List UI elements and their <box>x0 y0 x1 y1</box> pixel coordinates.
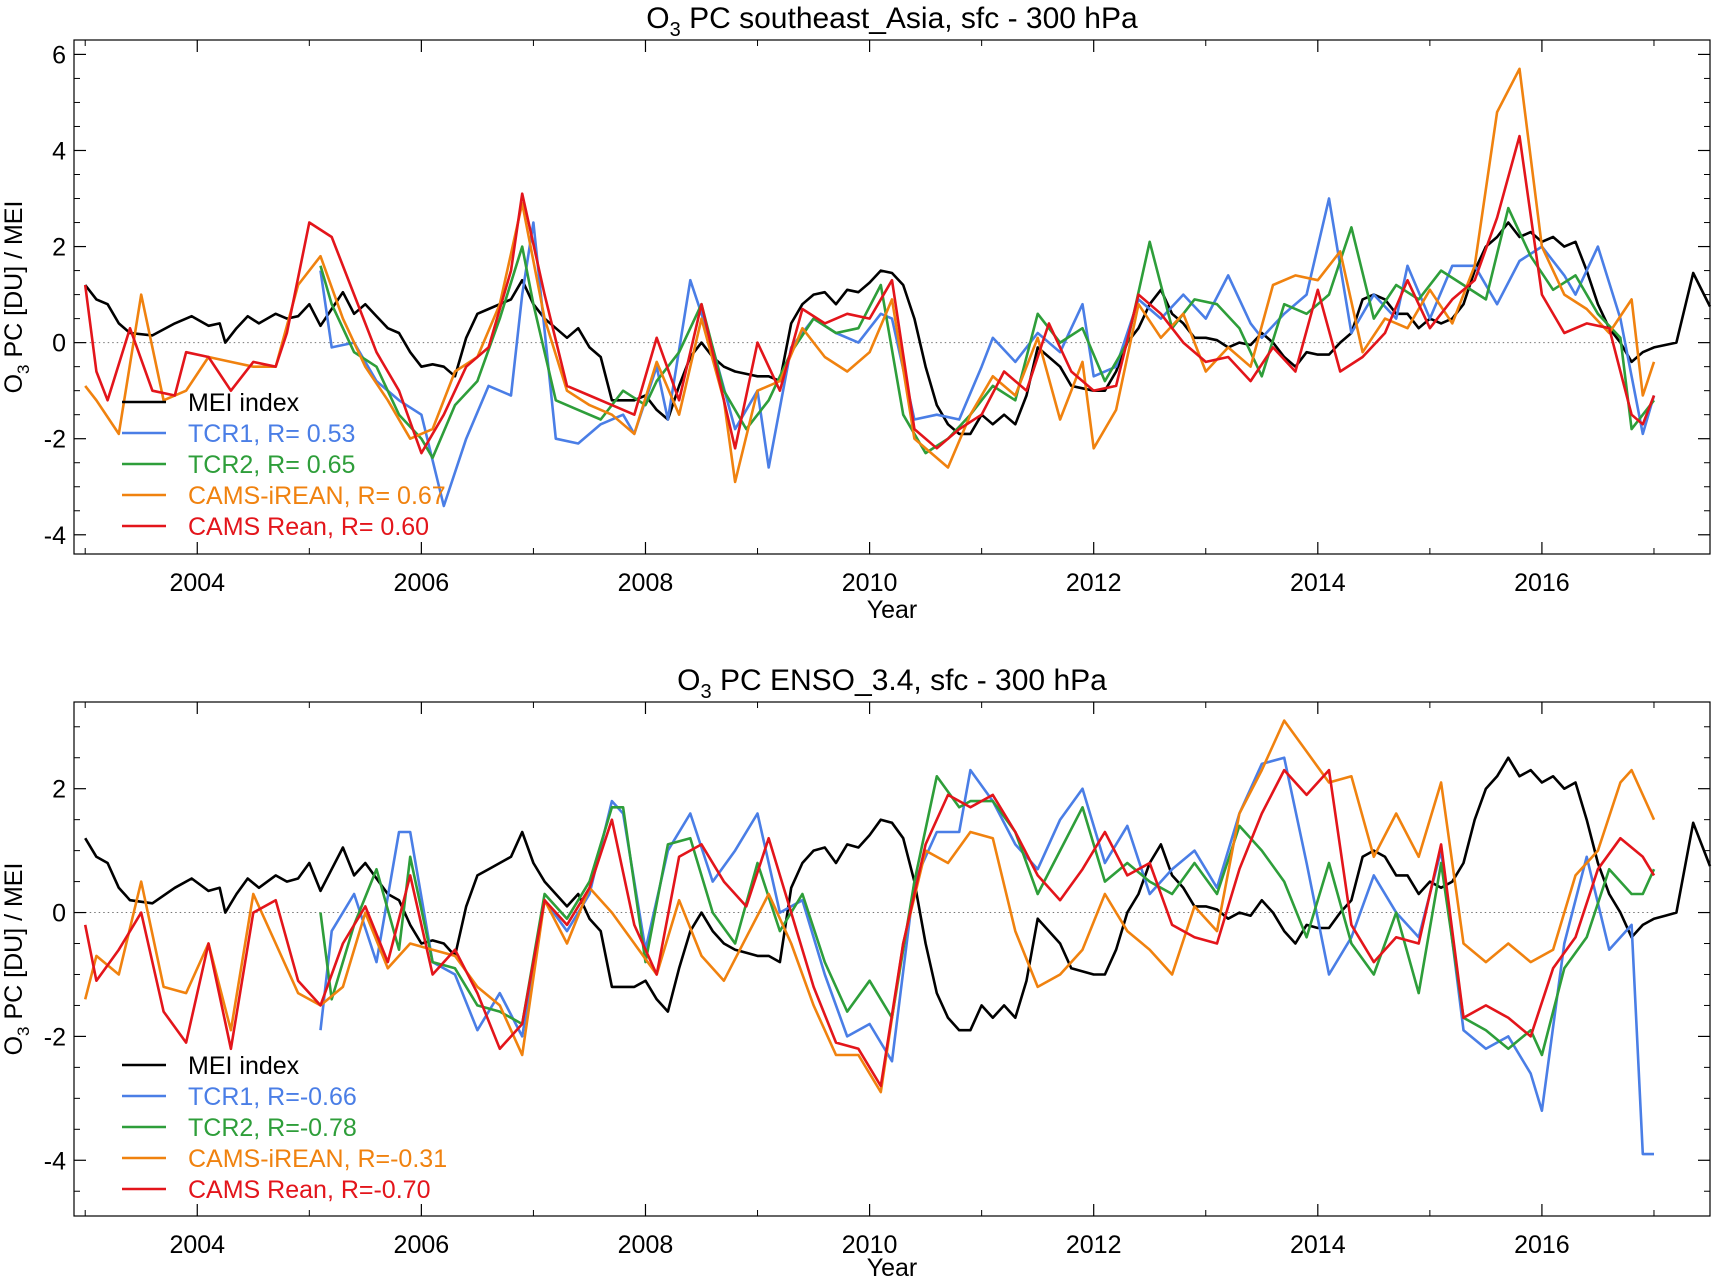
x-tick-label: 2010 <box>842 569 898 597</box>
series-line-cams-rean-r-0-60 <box>83 134 1656 455</box>
chart-title: O3 PC ENSO_3.4, sfc - 300 hPa <box>677 664 1107 703</box>
series-line-tcr2-r-0-65 <box>319 206 1656 460</box>
x-tick-label: 2008 <box>618 569 674 597</box>
y-axis-label: O3 PC [DU] / MEI <box>0 201 33 394</box>
x-tick-label: 2014 <box>1290 569 1346 597</box>
y-tick-label: -4 <box>44 1147 66 1175</box>
x-tick-label: 2006 <box>394 1231 450 1259</box>
y-tick-label: 6 <box>52 41 66 69</box>
y-tick-label: 0 <box>52 900 66 928</box>
legend-label-cams-rean-r-0-70: CAMS Rean, R=-0.70 <box>188 1176 430 1204</box>
legend: MEI index TCR1, R= 0.53 TCR2, R= 0.65 CAMS-… <box>122 389 446 541</box>
series-line-cams-rean-r-0-70 <box>83 768 1656 1088</box>
x-axis-label: Year <box>867 596 918 624</box>
x-tick-label: 2012 <box>1066 569 1122 597</box>
y-tick-label: 2 <box>52 234 66 262</box>
legend-label-mei-index: MEI index <box>188 1052 300 1080</box>
legend-label-cams-rean-r-0-60: CAMS Rean, R= 0.60 <box>188 513 429 541</box>
legend-label-cams-irean-r-0-67: CAMS-iREAN, R= 0.67 <box>188 482 446 510</box>
x-tick-label: 2014 <box>1290 1231 1346 1259</box>
x-tick-label: 2016 <box>1514 569 1570 597</box>
series-line-tcr1-r-0-53 <box>319 197 1656 508</box>
y-tick-label: 4 <box>52 137 66 165</box>
x-tick-label: 2008 <box>618 1231 674 1259</box>
series-line-cams-irean-r-0-67 <box>84 67 1656 484</box>
legend-label-cams-irean-r-0-31: CAMS-iREAN, R=-0.31 <box>188 1145 447 1173</box>
plot-frame <box>73 39 1711 555</box>
legend-label-mei-index: MEI index <box>188 389 300 417</box>
legend-label-tcr2-r-0-78: TCR2, R=-0.78 <box>188 1114 357 1142</box>
x-tick-label: 2010 <box>842 1231 898 1259</box>
legend: MEI index TCR1, R=-0.66 TCR2, R=-0.78 CAMS-… <box>122 1052 447 1204</box>
y-tick-label: -2 <box>44 426 66 454</box>
panel-enso-3-4: -4 -2 0 2 2004 2006 2008 2010 2012 2014 2016 O3 PC … <box>0 664 1712 1278</box>
chart-title: O3 PC southeast_Asia, sfc - 300 hPa <box>646 2 1138 41</box>
legend-label-tcr2-r-0-65: TCR2, R= 0.65 <box>188 451 355 479</box>
x-tick-label: 2012 <box>1066 1231 1122 1259</box>
x-tick-label: 2004 <box>169 569 225 597</box>
series-line-cams-irean-r-0-31 <box>83 719 1656 1094</box>
y-tick-label: -4 <box>44 522 66 550</box>
x-tick-label: 2004 <box>169 1231 225 1259</box>
legend-label-tcr1-r-0-66: TCR1, R=-0.66 <box>188 1083 357 1111</box>
y-tick-label: -2 <box>44 1023 66 1051</box>
x-axis-label: Year <box>867 1254 918 1278</box>
x-tick-label: 2006 <box>394 569 450 597</box>
plot-frame <box>73 701 1711 1217</box>
x-tick-label: 2016 <box>1514 1231 1570 1259</box>
y-tick-label: 0 <box>52 330 66 358</box>
panel-southeast-asia: -4 -2 0 2 4 6 2004 2006 2008 2010 2012 2014 2016 O3 P… <box>0 2 1712 624</box>
y-tick-label: 2 <box>52 776 66 804</box>
legend-label-tcr1-r-0-53: TCR1, R= 0.53 <box>188 420 355 448</box>
y-axis-label: O3 PC [DU] / MEI <box>0 863 33 1056</box>
